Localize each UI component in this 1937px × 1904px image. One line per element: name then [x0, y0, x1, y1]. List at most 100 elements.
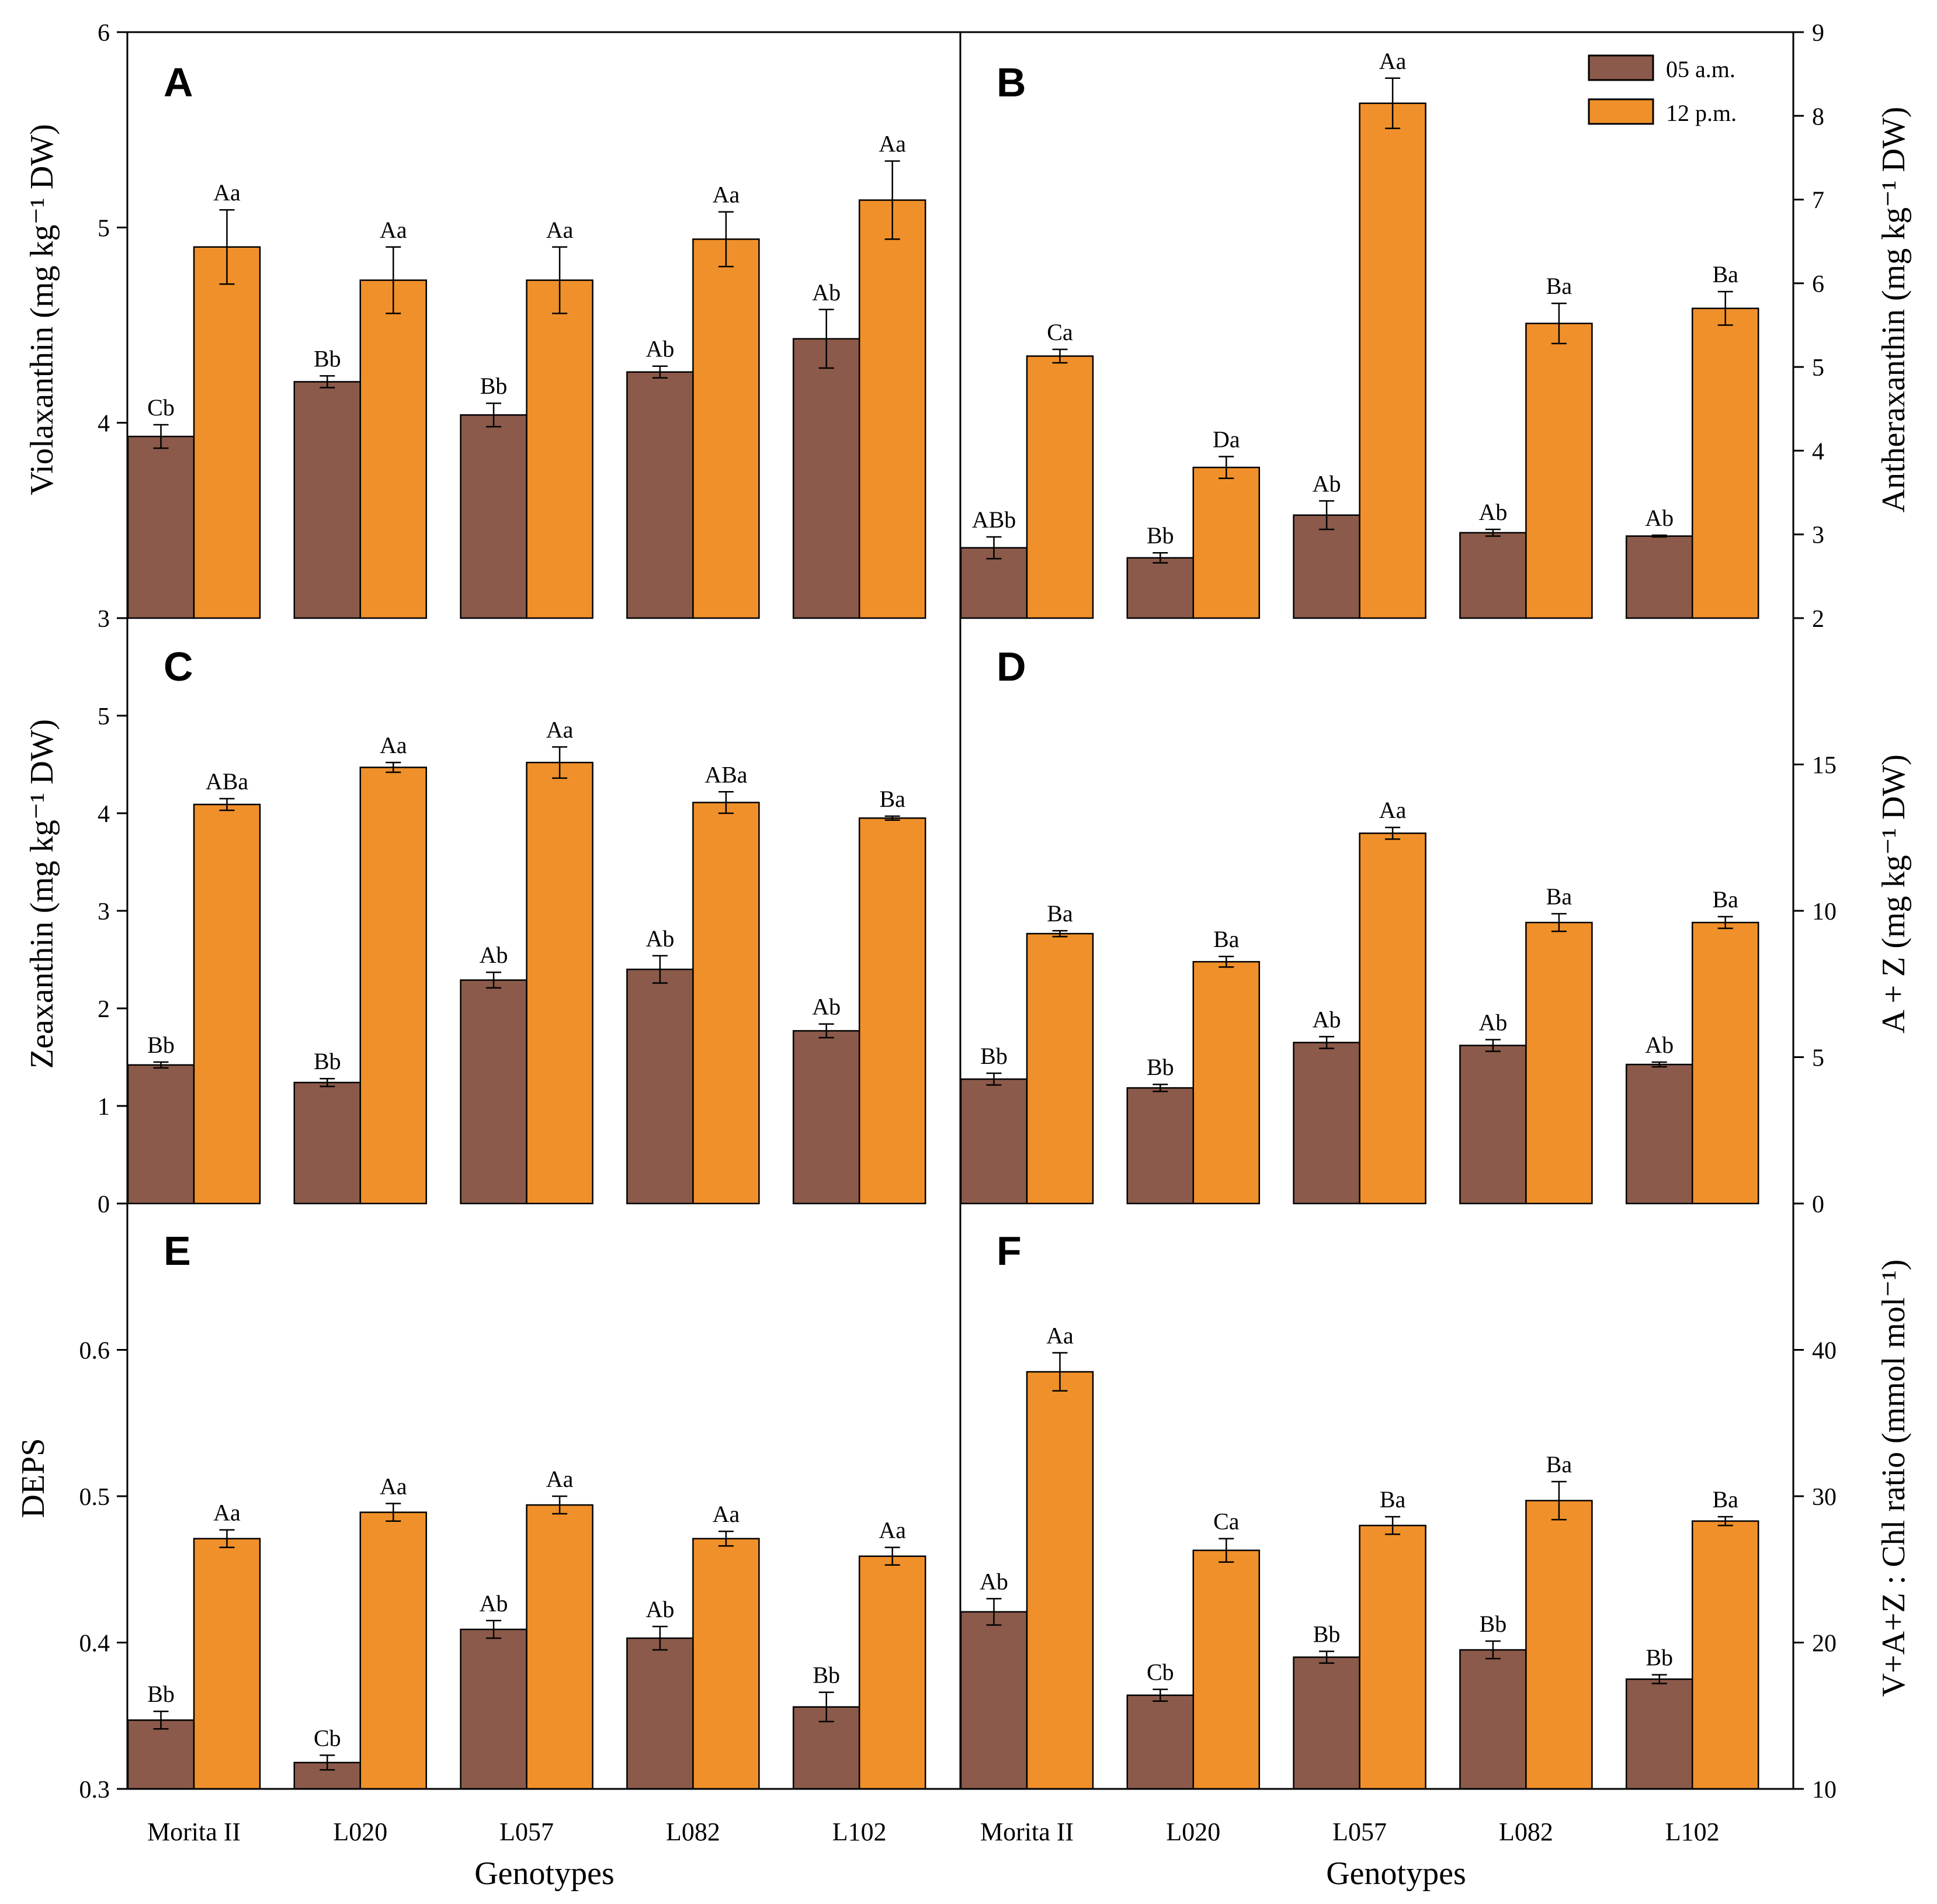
bar-label-d-am-3: Ab: [1478, 1009, 1507, 1035]
errorbar-a-pm-0: [219, 209, 235, 285]
legend-swatch-pm: [1588, 98, 1654, 125]
errorbar-e-pm-1: [386, 1503, 401, 1522]
ytick-label-c-1: 1: [98, 1094, 110, 1121]
bar-d-pm-4: [1691, 921, 1759, 1205]
ytick-label-d-1: 5: [1812, 1045, 1824, 1072]
errorbar-e-am-0: [153, 1710, 169, 1730]
ylabel-e: DEPS: [15, 1438, 51, 1518]
errorbar-c-am-0: [153, 1061, 169, 1069]
bar-b-pm-4: [1691, 307, 1759, 619]
bar-a-pm-1: [359, 279, 428, 619]
ytick-label-e-0: 0.3: [79, 1777, 110, 1804]
errorbar-d-pm-0: [1052, 930, 1068, 938]
errorbar-a-pm-4: [884, 160, 900, 240]
bar-label-b-am-2: Ab: [1313, 470, 1341, 497]
errorbar-a-pm-2: [552, 246, 568, 314]
panel-letter-d: D: [997, 644, 1026, 689]
errorbar-c-pm-0: [219, 797, 235, 811]
bar-d-am-0: [960, 1078, 1028, 1205]
bar-c-pm-3: [692, 802, 760, 1205]
bar-label-b-pm-4: Ba: [1712, 261, 1738, 287]
bar-label-e-pm-2: Aa: [546, 1466, 574, 1492]
errorbar-e-pm-3: [718, 1530, 734, 1547]
bar-e-am-2: [460, 1628, 527, 1790]
panel-d: 0 5 10 15 Bb Ba Bb Ba Ab Aa Ab Ba Ab Ba D: [960, 644, 1837, 1218]
bar-f-pm-1: [1192, 1549, 1261, 1790]
figure-frame: [126, 31, 1794, 1790]
bar-label-f-am-1: Cb: [1147, 1659, 1174, 1685]
bar-label-c-am-0: Bb: [147, 1032, 175, 1058]
xlabel-right: Genotypes: [1326, 1856, 1466, 1892]
errorbar-f-am-0: [986, 1598, 1002, 1626]
errorbar-b-am-4: [1651, 534, 1667, 538]
bar-b-pm-0: [1026, 355, 1094, 619]
legend-label-am: 05 a.m.: [1666, 56, 1735, 82]
bar-label-b-pm-3: Ba: [1546, 273, 1572, 299]
errorbar-b-pm-2: [1385, 77, 1401, 130]
errorbar-c-am-4: [818, 1023, 834, 1039]
bar-label-e-am-3: Ab: [645, 1596, 674, 1622]
ytick-label-a-1: 4: [98, 411, 110, 438]
ytick-label-b-3: 5: [1812, 355, 1824, 382]
bar-label-c-pm-0: ABa: [206, 768, 249, 795]
bar-label-a-pm-4: Aa: [879, 131, 906, 157]
ytick-label-f-1: 20: [1812, 1631, 1837, 1657]
legend-label-pm: 12 p.m.: [1666, 100, 1737, 126]
errorbar-a-am-2: [486, 402, 502, 428]
bar-label-f-am-4: Bb: [1646, 1645, 1673, 1671]
bar-label-a-am-2: Bb: [480, 373, 508, 399]
errorbar-c-am-3: [652, 955, 668, 984]
ytick-label-d-0: 0: [1812, 1191, 1824, 1218]
errorbar-a-am-1: [320, 375, 335, 389]
errorbar-b-am-3: [1485, 528, 1501, 537]
errorbar-b-pm-1: [1219, 456, 1234, 479]
errorbar-d-pm-4: [1717, 915, 1733, 930]
bar-label-c-pm-3: ABa: [704, 761, 748, 788]
ytick-label-c-0: 0: [98, 1191, 110, 1218]
bar-f-am-1: [1126, 1694, 1195, 1790]
errorbar-e-am-3: [652, 1625, 668, 1651]
errorbar-f-pm-1: [1219, 1538, 1234, 1563]
plot-e: 0.3 0.4 0.5 0.6 Bb Aa Morita II Cb Aa L020 Ab Aa L05…: [79, 1338, 926, 1846]
panel-e: 0.3 0.4 0.5 0.6 Bb Aa Morita II Cb Aa L020 Ab Aa L05…: [79, 1228, 926, 1846]
bar-label-f-pm-1: Ca: [1213, 1508, 1240, 1535]
bar-label-c-pm-2: Aa: [546, 716, 574, 743]
errorbar-b-pm-3: [1551, 302, 1567, 345]
errorbar-c-am-2: [486, 971, 502, 989]
panel-c: 0 1 2 3 4 5 Bb ABa Bb Aa Ab Aa Ab ABa Ab Ba C: [98, 644, 926, 1218]
errorbar-d-am-1: [1153, 1083, 1168, 1093]
ytick-label-b-4: 6: [1812, 271, 1824, 298]
errorbar-c-pm-1: [386, 761, 401, 774]
errorbar-f-am-3: [1485, 1640, 1501, 1660]
errorbar-e-pm-2: [552, 1495, 568, 1515]
ytick-label-e-3: 0.6: [79, 1338, 110, 1365]
ytick-label-b-5: 7: [1812, 188, 1824, 214]
bar-d-am-2: [1293, 1042, 1360, 1205]
bar-b-am-2: [1293, 514, 1360, 619]
bar-label-e-pm-3: Aa: [713, 1501, 740, 1527]
bar-a-am-1: [293, 381, 362, 619]
plot-b: 2 3 4 5 6 7 8 9 ABb Ca Bb Da Ab Aa Ab Ba Ab Ba: [960, 20, 1824, 633]
ytick-label-f-3: 40: [1812, 1338, 1837, 1365]
bar-d-pm-2: [1359, 832, 1426, 1205]
errorbar-e-am-4: [818, 1691, 834, 1723]
errorbar-d-am-4: [1651, 1061, 1667, 1068]
errorbar-e-pm-0: [219, 1529, 235, 1548]
ytick-label-c-2: 2: [98, 996, 110, 1023]
bar-label-f-am-2: Bb: [1313, 1621, 1341, 1648]
bar-c-pm-4: [858, 817, 926, 1205]
panel-letter-c: C: [164, 644, 193, 689]
bar-d-pm-0: [1026, 932, 1094, 1205]
bar-c-pm-2: [526, 761, 593, 1205]
bar-label-d-pm-2: Aa: [1379, 797, 1407, 823]
bar-f-am-2: [1293, 1656, 1360, 1790]
bar-label-c-am-1: Bb: [314, 1048, 341, 1074]
errorbar-d-am-0: [986, 1072, 1002, 1086]
ytick-label-a-0: 3: [98, 606, 110, 633]
bar-label-b-am-1: Bb: [1147, 522, 1174, 549]
bar-c-am-1: [293, 1081, 362, 1205]
bar-e-pm-4: [858, 1555, 926, 1790]
bar-c-pm-1: [359, 767, 428, 1205]
errorbar-d-pm-2: [1385, 826, 1401, 840]
